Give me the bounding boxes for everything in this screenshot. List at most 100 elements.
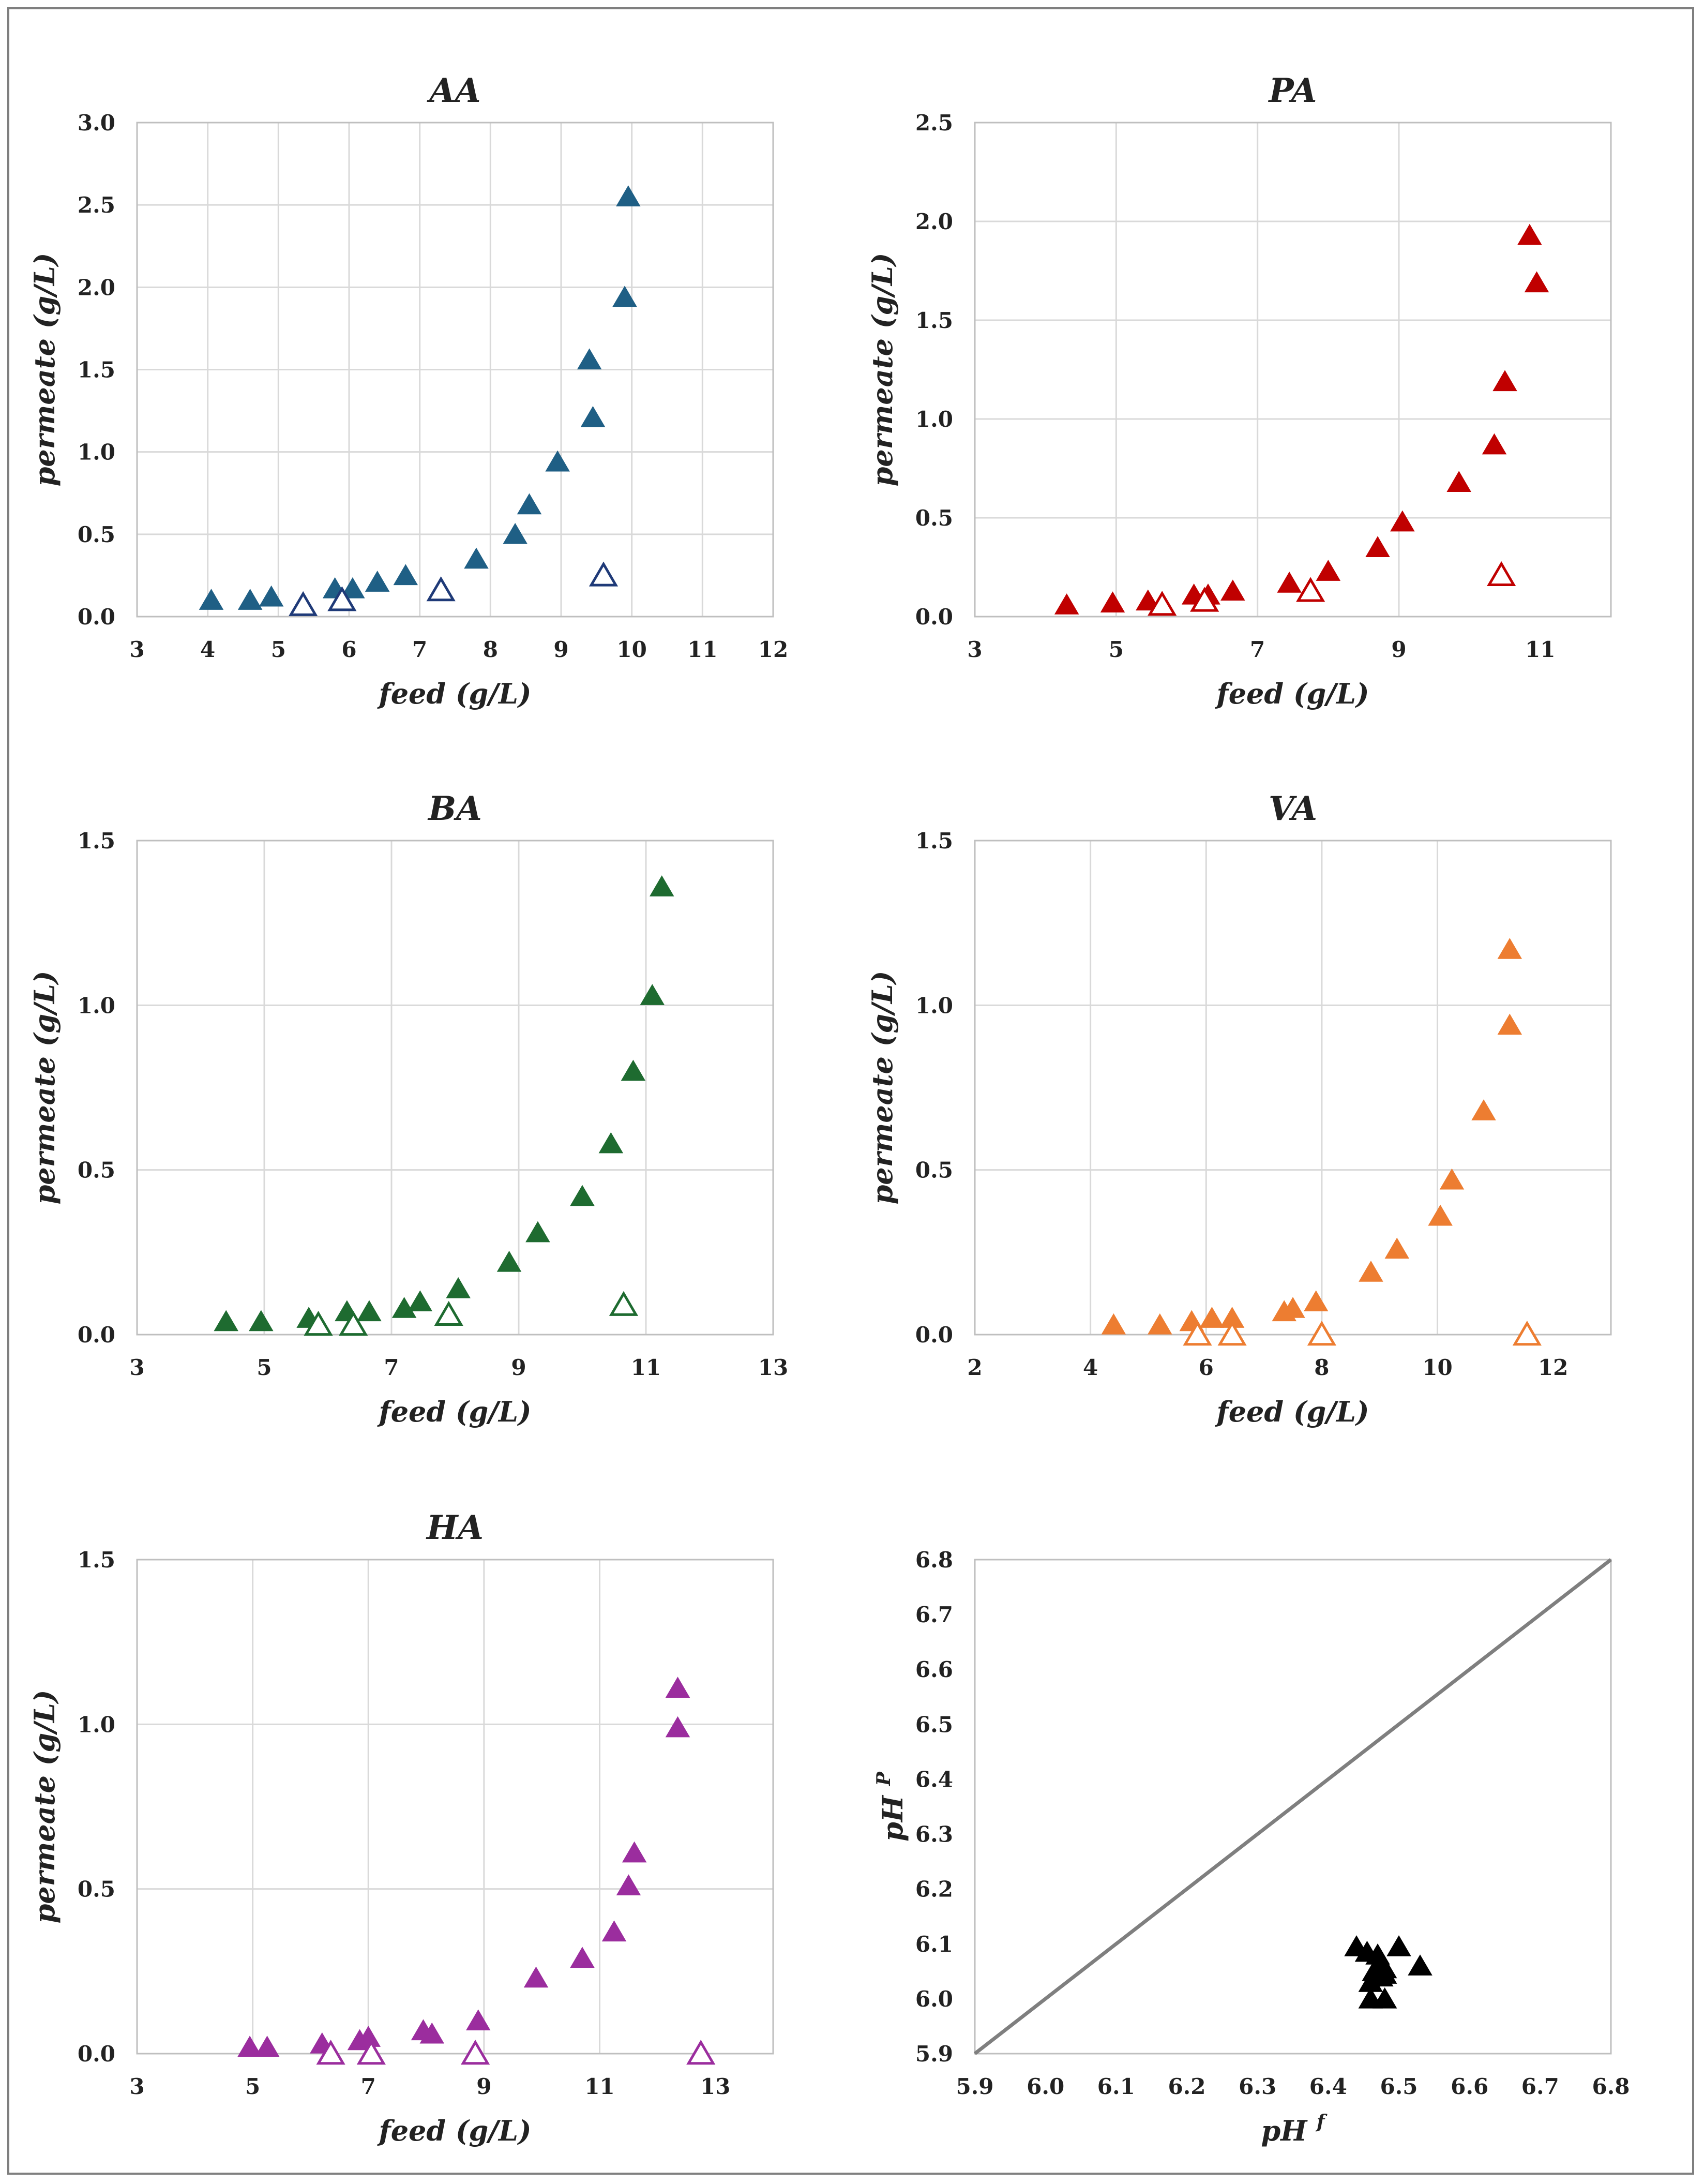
filled-triangle-marker <box>1390 510 1415 532</box>
x-tick-label: 6 <box>1199 1355 1214 1380</box>
x-tick-label: 12 <box>758 637 788 662</box>
filled-triangle-marker <box>545 450 570 472</box>
x-axis-label: feed (g/L) <box>376 2114 531 2147</box>
open-triangle-marker <box>1307 1321 1337 1346</box>
filled-triangle-marker <box>577 348 602 370</box>
filled-triangle-marker <box>1369 1951 1394 1973</box>
filled-triangle-marker <box>621 1059 646 1081</box>
x-tick-label: 4 <box>1083 1355 1098 1380</box>
filled-triangle-marker <box>419 2022 445 2044</box>
y-tick-label: 1.5 <box>78 828 115 854</box>
x-tick-label: 9 <box>476 2074 491 2099</box>
x-tick-label: 10 <box>1422 1355 1452 1380</box>
filled-triangle-marker <box>1101 1313 1126 1335</box>
x-tick-label: 4 <box>200 637 215 662</box>
x-tick-label: 5 <box>1109 637 1124 662</box>
filled-triangle-marker <box>254 2036 280 2057</box>
y-tick-label: 6.1 <box>915 1932 953 1957</box>
x-tick-label: 5 <box>245 2074 260 2099</box>
filled-triangle-marker <box>1446 471 1471 492</box>
y-tick-label: 2.0 <box>915 209 953 234</box>
x-tick-label: 11 <box>687 637 717 662</box>
open-triangle-marker <box>289 591 318 616</box>
filled-triangle-marker <box>237 589 263 610</box>
chart-title: VA <box>1269 789 1317 828</box>
filled-triangle-marker <box>214 1310 238 1332</box>
filled-triangle-marker <box>1303 1290 1329 1312</box>
y-axis-label: pH P <box>873 1771 909 1842</box>
filled-triangle-marker <box>496 1250 522 1272</box>
open-triangle-marker <box>316 2040 345 2065</box>
open-triangle-marker <box>434 1300 463 1326</box>
filled-triangle-marker <box>580 406 606 427</box>
x-tick-label: 6.8 <box>1592 2074 1630 2099</box>
y-tick-label: 6.0 <box>915 1986 953 2012</box>
x-tick-label: 9 <box>511 1355 526 1380</box>
filled-triangle-marker <box>622 1841 647 1863</box>
filled-triangle-marker <box>1199 1307 1225 1328</box>
y-tick-label: 6.8 <box>915 1547 953 1573</box>
y-tick-label: 0.5 <box>915 1158 953 1183</box>
x-tick-label: 13 <box>758 1355 788 1380</box>
y-tick-label: 0.5 <box>915 505 953 531</box>
filled-triangle-marker <box>525 1221 550 1243</box>
y-tick-label: 0.0 <box>78 604 115 630</box>
filled-triangle-marker <box>1054 593 1079 615</box>
y-axis-label: permeate (g/L) <box>28 253 61 487</box>
chart-2: PA 3 5 7 9 11 0.0 0.5 1.0 1.5 2.0 2.5 feed (g/L) perm… <box>866 71 1612 710</box>
y-tick-label: 0.0 <box>78 2041 115 2067</box>
x-tick-label: 9 <box>1391 637 1406 662</box>
x-tick-label: 13 <box>700 2074 730 2099</box>
filled-triangle-marker <box>601 1920 627 1942</box>
x-axis-label: feed (g/L) <box>376 677 531 710</box>
open-triangle-marker <box>356 2040 386 2065</box>
x-tick-label: 6.0 <box>1027 2074 1064 2099</box>
x-tick-label: 6.6 <box>1451 2074 1488 2099</box>
filled-triangle-marker <box>357 1300 382 1322</box>
open-triangle-marker <box>589 561 619 587</box>
y-tick-label: 1.0 <box>78 440 115 465</box>
filled-triangle-marker <box>1358 1987 1383 2009</box>
x-tick-label: 8 <box>483 637 498 662</box>
plot-area <box>974 122 1612 618</box>
filled-triangle-marker <box>259 585 284 607</box>
plot-area <box>974 840 1612 1336</box>
filled-triangle-marker <box>446 1277 471 1298</box>
open-triangle-marker <box>686 2040 716 2065</box>
reference-line <box>973 1558 1612 2055</box>
filled-triangle-marker <box>649 875 674 896</box>
x-tick-label: 7 <box>1250 637 1265 662</box>
y-tick-label: 1.0 <box>915 993 953 1018</box>
y-tick-label: 6.2 <box>915 1877 953 1902</box>
chart-title: BA <box>427 789 482 828</box>
x-tick-label: 5 <box>257 1355 272 1380</box>
chart-3: BA 3 5 7 9 11 13 0.0 0.5 1.0 1.5 feed (g/L) permeate… <box>28 789 788 1428</box>
x-tick-label: 3 <box>129 637 144 662</box>
filled-triangle-marker <box>1482 433 1507 455</box>
plot-area <box>136 1559 774 2055</box>
x-tick-label: 7 <box>384 1355 399 1380</box>
x-tick-label: 11 <box>584 2074 614 2099</box>
filled-triangle-marker <box>1408 1954 1432 1976</box>
x-axis-label: feed (g/L) <box>376 1395 531 1428</box>
filled-triangle-marker <box>616 1874 641 1895</box>
y-axis-label: permeate (g/L) <box>866 971 899 1205</box>
x-tick-label: 11 <box>631 1355 661 1380</box>
filled-triangle-marker <box>1386 1935 1411 1956</box>
x-tick-label: 6.2 <box>1168 2074 1205 2099</box>
y-tick-label: 2.5 <box>915 110 953 136</box>
filled-triangle-marker <box>365 571 390 592</box>
chart-5: HA 3 5 7 9 11 13 0.0 0.5 1.0 1.5 feed (g/L) permeate… <box>28 1508 774 2147</box>
filled-triangle-marker <box>1497 1013 1522 1035</box>
chart-title: HA <box>426 1508 484 1547</box>
x-tick-label: 3 <box>129 1355 144 1380</box>
open-triangle-marker <box>1190 587 1219 612</box>
y-tick-label: 6.6 <box>915 1657 953 1682</box>
filled-triangle-marker <box>1471 1099 1496 1120</box>
filled-triangle-marker <box>465 2009 491 2031</box>
filled-triangle-marker <box>249 1310 274 1332</box>
x-tick-label: 7 <box>361 2074 376 2099</box>
filled-triangle-marker <box>1428 1204 1453 1226</box>
y-tick-label: 1.0 <box>78 993 115 1018</box>
open-triangle-marker <box>609 1291 639 1316</box>
